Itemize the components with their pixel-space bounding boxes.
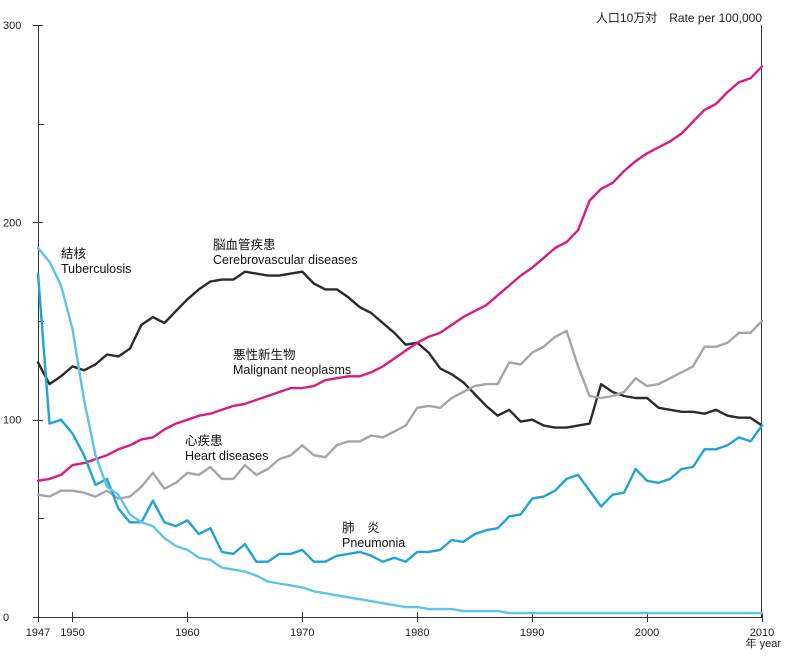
series-labels: 結核 Tuberculosis 脳血管疾患 Cerebrovascular di… [61, 237, 405, 550]
series-line-heart-diseases [36, 319, 764, 500]
series-label-ja-malignant: 悪性新生物 [233, 347, 296, 362]
x-ticks: 1947 1950 1960 1970 1980 1990 2000 2010 [26, 612, 774, 639]
series-label-ja-heart: 心疾患 [185, 433, 223, 448]
series-line-cerebrovascular-diseases [36, 270, 764, 429]
series-line-tuberculosis [36, 246, 764, 615]
series-label-en-heart: Heart diseases [185, 449, 268, 463]
x-tick-label-1980: 1980 [405, 627, 429, 639]
y-tick-label-100: 100 [3, 415, 21, 427]
y-tick-label-300: 300 [3, 20, 21, 32]
y-tick-label-0: 0 [3, 612, 9, 624]
x-tick-label-1947: 1947 [26, 627, 50, 639]
series-label-en-cerebrovascular: Cerebrovascular diseases [213, 253, 358, 267]
y-tick-label-200: 200 [3, 217, 21, 229]
series-label-ja-cerebrovascular: 脳血管疾患 [213, 237, 276, 252]
series-layer [36, 65, 764, 615]
series-label-en-malignant: Malignant neoplasms [233, 363, 351, 377]
unit-label: 人口10万対 Rate per 100,000 [596, 11, 762, 25]
series-label-ja-tuberculosis: 結核 [61, 247, 87, 261]
x-tick-label-1960: 1960 [175, 627, 199, 639]
x-tick-label-1990: 1990 [520, 627, 544, 639]
x-tick-label-1970: 1970 [290, 627, 314, 639]
y-ticks: 0 100 200 300 [3, 20, 44, 624]
series-label-en-tuberculosis: Tuberculosis [61, 262, 131, 276]
x-axis-label: 年 year [746, 636, 782, 650]
series-line-pneumonia [36, 272, 764, 563]
x-tick-label-2010: 2010 [750, 627, 774, 639]
series-label-en-pneumonia: Pneumonia [342, 536, 405, 550]
series-label-ja-pneumonia: 肺 炎 [342, 521, 380, 535]
series-line-malignant-neoplasms [36, 65, 764, 482]
x-tick-label-1950: 1950 [60, 627, 84, 639]
x-tick-label-2000: 2000 [635, 627, 659, 639]
